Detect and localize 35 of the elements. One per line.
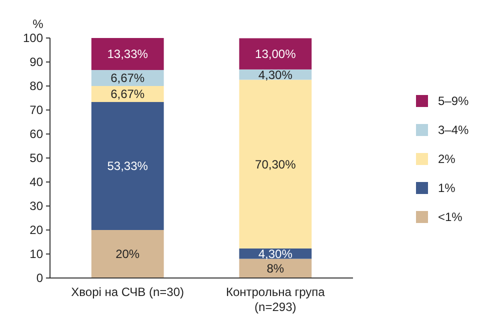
y-tick-label: 20 <box>30 223 44 238</box>
data-label: 53,33% <box>107 159 148 174</box>
legend-label: 2% <box>438 152 456 166</box>
bar <box>91 230 164 278</box>
y-tick-label: 100 <box>22 31 44 46</box>
data-label: 20% <box>116 247 140 262</box>
data-label: 4,30% <box>258 68 293 82</box>
data-label: 8% <box>266 262 284 276</box>
y-tick-label: 60 <box>30 127 44 142</box>
data-label: 13,33% <box>107 47 148 62</box>
bar <box>239 80 312 248</box>
data-label: 70,30% <box>255 157 296 172</box>
y-tick-label: 70 <box>30 103 44 118</box>
legend-label: 5–9% <box>438 94 470 108</box>
y-axis-title: % <box>32 17 44 31</box>
y-tick-label: 50 <box>30 151 44 166</box>
data-label: 6,67% <box>110 71 145 86</box>
y-tick-label: 80 <box>30 79 44 94</box>
data-label: 4,30% <box>258 246 293 261</box>
bar <box>91 38 164 70</box>
x-tick-label: Хворі на СЧВ (n=30) <box>71 285 184 299</box>
legend-label: <1% <box>438 210 463 224</box>
y-tick-label: 30 <box>30 199 44 214</box>
y-tick-label: 90 <box>30 55 44 70</box>
legend-label: 3–4% <box>438 123 470 138</box>
y-tick-label: 0 <box>36 271 44 286</box>
bar <box>239 258 312 278</box>
x-tick-label: Контрольна група (n=293) <box>226 285 326 314</box>
bar <box>91 102 164 230</box>
bar <box>239 38 312 70</box>
y-tick-label: 40 <box>30 175 44 190</box>
legend-label: 1% <box>438 181 456 196</box>
data-label: 13,00% <box>255 47 296 62</box>
y-tick-label: 10 <box>30 247 44 262</box>
data-label: 6,67% <box>110 87 145 102</box>
